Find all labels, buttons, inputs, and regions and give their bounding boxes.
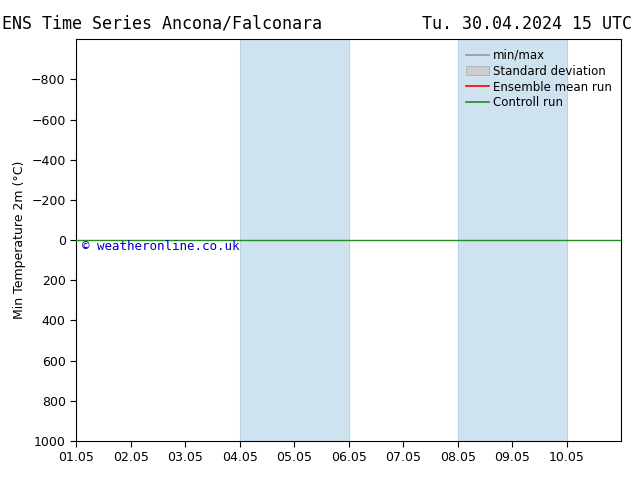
Y-axis label: Min Temperature 2m (°C): Min Temperature 2m (°C): [13, 161, 25, 319]
Legend: min/max, Standard deviation, Ensemble mean run, Controll run: min/max, Standard deviation, Ensemble me…: [462, 45, 616, 113]
Bar: [240, 39, 349, 441]
Text: ENS Time Series Ancona/Falconara          Tu. 30.04.2024 15 UTC: ENS Time Series Ancona/Falconara Tu. 30.…: [2, 15, 632, 33]
Bar: [458, 39, 567, 441]
Text: © weatheronline.co.uk: © weatheronline.co.uk: [82, 240, 239, 253]
